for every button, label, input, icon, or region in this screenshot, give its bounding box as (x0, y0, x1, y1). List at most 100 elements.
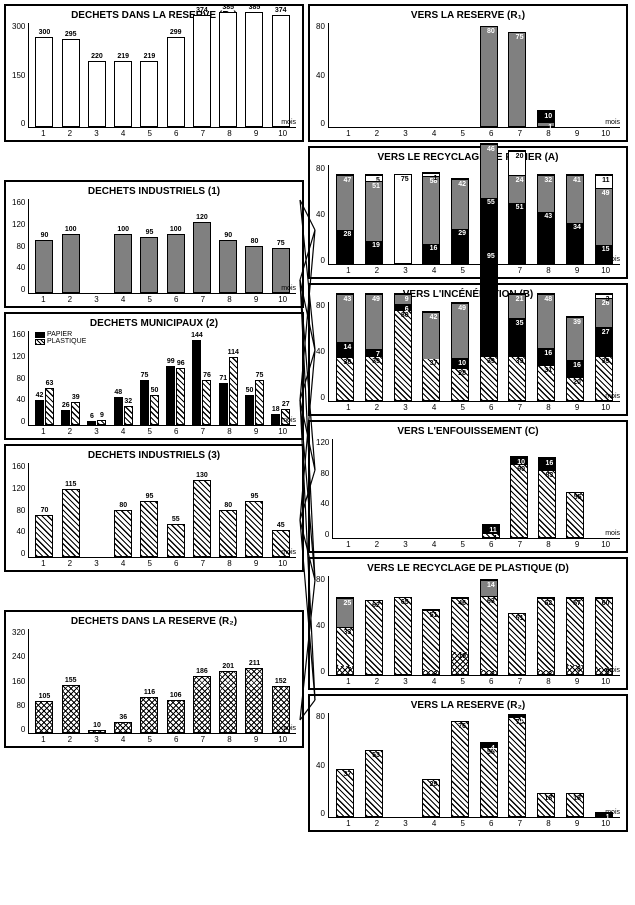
y-tick: 80 (316, 302, 325, 310)
stacked-bar: 75 (508, 32, 526, 127)
x-tick: 7 (506, 403, 535, 412)
stacked-bar: 39749 (365, 293, 383, 401)
y-axis: 3001500 (12, 23, 28, 128)
bar: 70 (35, 515, 53, 557)
segment-value-label: 6 (405, 306, 409, 313)
segment-value-label: 43 (544, 213, 552, 220)
bar-group: 5075 (245, 380, 264, 425)
bar-segment: 14 (481, 580, 497, 596)
bar-group: 120 (193, 222, 211, 293)
segment-value-label: 11 (489, 527, 496, 534)
segment-value-label: 48 (544, 296, 552, 303)
spacer (4, 146, 304, 176)
bar-value-label: 100 (117, 226, 129, 233)
bar-segment: 76 (452, 722, 468, 816)
bar: 220 (88, 61, 106, 127)
bar-group: 554 (480, 742, 498, 817)
x-tick: 10 (591, 129, 620, 138)
bar-segment: 51 (366, 181, 382, 241)
bar: 300 (35, 37, 53, 127)
bar: 186 (193, 676, 211, 733)
bar-segment: 63 (481, 596, 497, 670)
y-tick: 0 (320, 120, 324, 128)
panel-plast-recyc: VERS LE RECYCLAGE DE PLASTIQUE (D)804007… (308, 557, 628, 690)
bar-segment: 55 (567, 493, 583, 537)
y-tick: 0 (325, 531, 329, 539)
bar: 99 (166, 366, 175, 425)
mois-label: mois (605, 393, 620, 400)
x-tick: 2 (57, 129, 84, 138)
x-tick: 3 (391, 403, 420, 412)
stacked-bar: 2942 (451, 178, 469, 264)
plot-area: 300295220219219299374385385374 (28, 23, 296, 128)
x-tick: 1 (334, 266, 363, 275)
x-tick: 10 (269, 735, 296, 744)
bar-value-label: 385 (249, 4, 261, 11)
bar: 116 (140, 697, 158, 733)
bar: 295 (62, 39, 80, 128)
x-tick: 6 (163, 295, 190, 304)
bar: 75 (255, 380, 264, 425)
y-tick: 0 (21, 726, 25, 734)
segment-value-label: 29 (430, 781, 438, 788)
plot-area: 4119010831655 (332, 439, 620, 539)
bar-segment: 39 (567, 317, 583, 360)
segment-value-label: 62 (544, 600, 552, 607)
x-tick: 6 (163, 427, 190, 436)
spacer (4, 576, 304, 606)
stacked-bar: 80 (480, 26, 498, 127)
bar-group: 55 (167, 524, 185, 557)
segment-value-label: 55 (574, 494, 582, 501)
bar-group: 73325 (336, 597, 354, 675)
bar-group: 80 (114, 510, 132, 558)
y-tick: 120 (12, 485, 25, 493)
segment-value-label: 46 (487, 146, 495, 153)
segment-value-label: 18 (573, 795, 581, 802)
segment-value-label: 1 (433, 175, 437, 182)
bar-segment: 51 (509, 203, 525, 263)
bar-value-label: 36 (119, 714, 127, 721)
segment-value-label: 63 (487, 598, 495, 605)
bar-segment: 19 (452, 652, 468, 674)
x-tick: 2 (363, 677, 392, 686)
y-tick: 40 (316, 622, 325, 630)
x-tick: 8 (216, 559, 243, 568)
bar-segment: 47 (337, 175, 353, 230)
bar-segment: 90 (511, 465, 527, 537)
x-tick: 1 (334, 540, 363, 549)
bar-group: 219 (114, 61, 132, 127)
bar-value-label: 50 (246, 387, 254, 394)
y-tick: 240 (12, 653, 25, 661)
bar-group: 201 (219, 671, 237, 733)
bar: 144 (192, 340, 201, 426)
segment-value-label: 16 (430, 245, 438, 252)
bar-value-label: 76 (203, 372, 211, 379)
x-tick: 4 (420, 129, 449, 138)
bar-group: 9010 (510, 456, 528, 538)
bar: 120 (193, 222, 211, 293)
segment-value-label: 21 (516, 296, 524, 303)
stacked-bar: 8069 (394, 293, 412, 401)
segment-value-label: 16 (545, 460, 553, 467)
bar-segment: 11 (483, 525, 499, 534)
segment-value-label: 10 (458, 360, 466, 367)
x-tick: 7 (190, 129, 217, 138)
segment-value-label: 7 (376, 351, 380, 358)
bar-segment: 62 (538, 598, 554, 671)
bar-value-label: 80 (119, 502, 127, 509)
x-tick: 2 (57, 559, 84, 568)
x-tick: 5 (448, 540, 477, 549)
chart-wrap: 804008075110 (316, 23, 620, 128)
x-tick: 4 (110, 559, 137, 568)
stacked-bar: 2847 (336, 174, 354, 264)
segment-value-label: 38 (343, 359, 351, 366)
y-tick: 160 (12, 463, 25, 471)
bar: 26 (61, 410, 70, 425)
bar-group: 3995 (480, 250, 498, 401)
x-tick: 4 (110, 129, 137, 138)
stacked-bar: 512420 (508, 150, 526, 264)
bar: 95 (140, 237, 158, 293)
x-tick: 8 (534, 540, 563, 549)
x-tick: 6 (163, 735, 190, 744)
bar-value-label: 300 (39, 29, 51, 36)
